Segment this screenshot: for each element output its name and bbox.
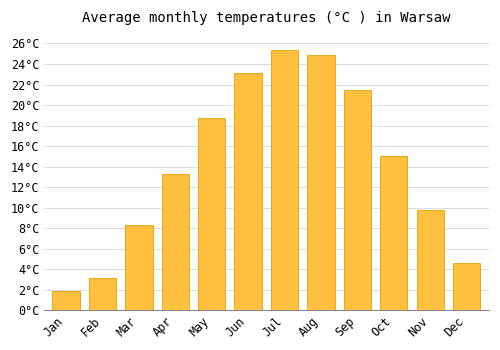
Bar <box>308 55 334 310</box>
Bar <box>162 174 189 310</box>
Bar <box>344 90 371 310</box>
Bar <box>198 118 226 310</box>
Bar <box>52 291 80 310</box>
Bar <box>89 278 116 310</box>
Bar <box>234 73 262 310</box>
Bar <box>453 263 480 310</box>
Title: Average monthly temperatures (°C ) in Warsaw: Average monthly temperatures (°C ) in Wa… <box>82 11 450 25</box>
Bar <box>416 210 444 310</box>
Bar <box>271 50 298 310</box>
Bar <box>125 225 152 310</box>
Bar <box>380 156 407 310</box>
